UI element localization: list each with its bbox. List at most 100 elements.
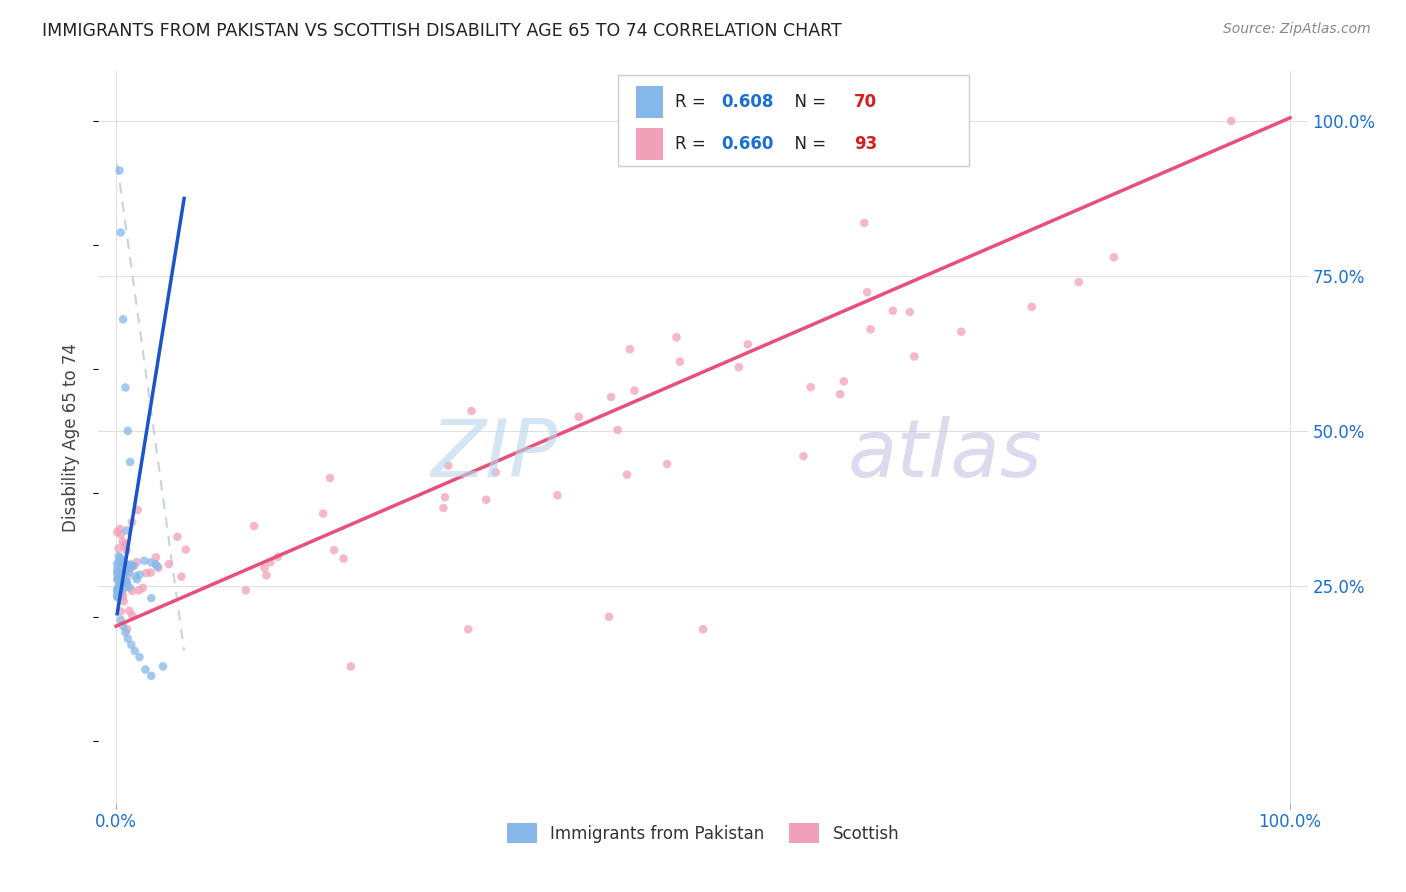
Point xyxy=(121,583,143,598)
Text: N =: N = xyxy=(785,136,831,153)
Text: Source: ZipAtlas.com: Source: ZipAtlas.com xyxy=(1223,22,1371,37)
Point xyxy=(323,543,346,558)
Point xyxy=(124,644,146,658)
Point xyxy=(115,563,138,577)
Text: ZIP: ZIP xyxy=(430,417,558,494)
Point xyxy=(112,312,135,326)
Text: 0.660: 0.660 xyxy=(721,136,773,153)
Point xyxy=(152,659,174,673)
Point xyxy=(107,566,129,580)
Point xyxy=(655,457,678,471)
Point xyxy=(853,216,876,230)
Text: 93: 93 xyxy=(855,136,877,153)
Point xyxy=(112,575,135,590)
Point xyxy=(110,571,132,585)
Point xyxy=(107,566,129,580)
Point xyxy=(669,354,692,368)
Point xyxy=(568,409,591,424)
Point xyxy=(107,582,129,596)
Point xyxy=(254,568,277,582)
Point xyxy=(105,589,128,603)
Point xyxy=(792,449,814,463)
Point xyxy=(110,550,132,565)
Point xyxy=(606,423,628,437)
Point xyxy=(882,303,904,318)
Point xyxy=(111,590,134,604)
Point xyxy=(950,325,973,339)
Point xyxy=(457,622,479,636)
Point xyxy=(128,567,150,582)
Point xyxy=(122,558,145,573)
Point xyxy=(112,555,135,569)
Point xyxy=(115,561,138,575)
Point xyxy=(107,570,129,584)
Point xyxy=(105,585,128,599)
Point xyxy=(157,557,180,571)
Point xyxy=(128,583,150,598)
Point xyxy=(120,561,142,575)
Point xyxy=(117,632,139,646)
Point xyxy=(115,577,138,591)
Point xyxy=(114,581,136,595)
Point xyxy=(107,541,129,556)
Text: IMMIGRANTS FROM PAKISTAN VS SCOTTISH DISABILITY AGE 65 TO 74 CORRELATION CHART: IMMIGRANTS FROM PAKISTAN VS SCOTTISH DIS… xyxy=(42,22,842,40)
Point xyxy=(108,163,131,178)
Point xyxy=(340,659,363,673)
Point xyxy=(1021,300,1043,314)
Point xyxy=(107,588,129,602)
Point xyxy=(830,387,852,401)
FancyBboxPatch shape xyxy=(637,87,664,119)
Point xyxy=(117,424,139,438)
Point xyxy=(111,534,134,549)
Point xyxy=(108,566,131,580)
Point xyxy=(737,337,759,351)
Point xyxy=(107,573,129,587)
Point xyxy=(145,558,167,572)
Point xyxy=(114,625,136,640)
Y-axis label: Disability Age 65 to 74: Disability Age 65 to 74 xyxy=(62,343,80,532)
Point xyxy=(267,549,290,564)
Point xyxy=(105,566,128,581)
Point xyxy=(141,669,163,683)
Point xyxy=(110,572,132,586)
Point xyxy=(120,638,142,652)
Point xyxy=(121,515,143,529)
FancyBboxPatch shape xyxy=(637,128,664,161)
Point xyxy=(105,582,128,596)
Point xyxy=(105,558,128,572)
Point xyxy=(108,582,131,596)
Point xyxy=(319,471,342,485)
Point xyxy=(312,507,335,521)
Text: atlas: atlas xyxy=(848,417,1043,494)
Point xyxy=(108,583,131,598)
Point xyxy=(141,591,163,606)
Point xyxy=(665,330,688,344)
Point xyxy=(475,492,498,507)
Point xyxy=(433,490,456,504)
Point xyxy=(115,524,138,538)
Point xyxy=(114,567,136,582)
Point xyxy=(114,565,136,579)
Point xyxy=(437,458,460,473)
Point xyxy=(134,554,156,568)
Point xyxy=(1220,114,1243,128)
Point xyxy=(112,556,135,570)
Point xyxy=(125,573,148,587)
Point xyxy=(135,566,157,580)
Point xyxy=(432,500,454,515)
Point xyxy=(166,530,188,544)
Point xyxy=(332,551,354,566)
Point xyxy=(110,605,132,619)
Point xyxy=(108,581,131,595)
Point xyxy=(108,522,131,536)
Point xyxy=(127,503,149,517)
Point xyxy=(616,467,638,482)
Point xyxy=(243,519,266,533)
Point xyxy=(118,558,141,573)
Point xyxy=(105,590,128,604)
Point xyxy=(115,574,138,589)
Point xyxy=(146,559,169,574)
Point xyxy=(108,582,131,597)
Point xyxy=(118,580,141,594)
Point xyxy=(105,525,128,540)
